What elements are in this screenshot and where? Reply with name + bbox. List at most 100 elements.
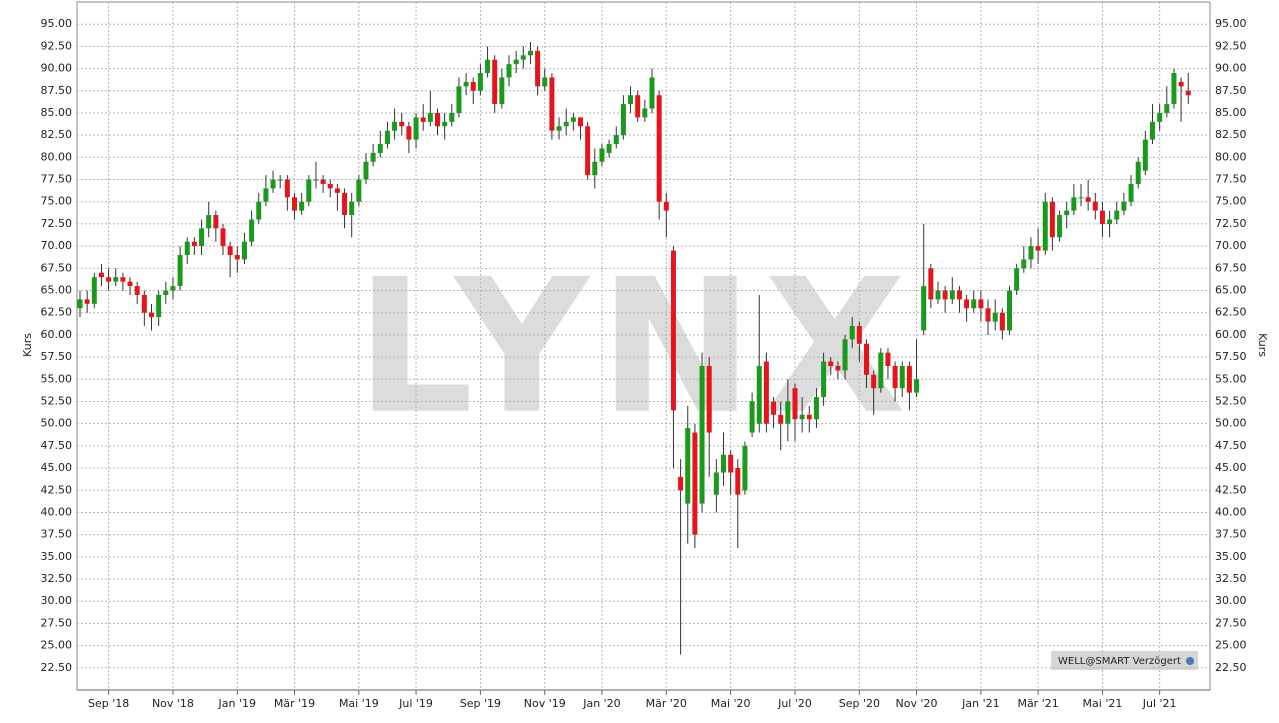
y2-tick-label: 25.00 xyxy=(1215,639,1247,652)
candle-body xyxy=(635,95,641,118)
candle-body xyxy=(956,290,962,300)
x-tick-label: Sep '20 xyxy=(839,697,880,710)
candle-body xyxy=(1035,246,1041,251)
candle-body xyxy=(485,59,491,74)
y2-tick-label: 47.50 xyxy=(1215,439,1247,452)
y-tick-label: 95.00 xyxy=(41,17,73,30)
candle-body xyxy=(206,215,212,229)
candle-body xyxy=(835,365,841,371)
candle-body xyxy=(84,299,90,304)
y-tick-label: 60.00 xyxy=(41,328,73,341)
candle-body xyxy=(971,299,977,309)
candle-body xyxy=(1171,73,1177,105)
candle-body xyxy=(985,308,991,322)
x-tick-label: Mai '20 xyxy=(711,697,751,710)
x-tick-label: Jan '19 xyxy=(218,697,256,710)
candle-body xyxy=(613,135,619,145)
candle-body xyxy=(120,277,126,282)
y2-tick-label: 77.50 xyxy=(1215,173,1247,186)
y2-tick-label: 27.50 xyxy=(1215,616,1247,629)
candle-body xyxy=(163,290,169,295)
candle-body xyxy=(1107,219,1113,224)
candle-body xyxy=(406,126,412,140)
candle-body xyxy=(199,228,205,247)
candle-body xyxy=(313,179,319,181)
candle-body xyxy=(363,161,369,180)
candle-body xyxy=(91,277,97,304)
candle-body xyxy=(585,126,591,176)
candle-body xyxy=(842,339,848,371)
y-tick-label: 65.00 xyxy=(41,284,73,297)
candle-body xyxy=(713,472,719,495)
y-tick-label: 42.50 xyxy=(41,483,73,496)
candle-body xyxy=(427,112,433,122)
candle-body xyxy=(642,108,648,118)
candle-body xyxy=(127,281,133,287)
y2-tick-label: 57.50 xyxy=(1215,350,1247,363)
candle-body xyxy=(149,312,154,318)
candle-body xyxy=(527,50,533,56)
y2-tick-label: 90.00 xyxy=(1215,62,1247,75)
candle-body xyxy=(692,432,698,535)
candle-body xyxy=(299,201,305,211)
candle-body xyxy=(1157,112,1163,122)
y2-tick-label: 42.50 xyxy=(1215,483,1247,496)
candle-body xyxy=(735,468,741,495)
y2-tick-label: 65.00 xyxy=(1215,284,1247,297)
candle-body xyxy=(377,144,383,153)
candle-body xyxy=(1042,201,1048,251)
watermark: LYNX xyxy=(356,239,917,455)
candle-body xyxy=(670,250,676,411)
candle-body xyxy=(356,179,362,202)
candle-body xyxy=(1049,201,1055,238)
candle-body xyxy=(1007,290,1012,331)
candle-body xyxy=(227,246,233,256)
y-tick-label: 47.50 xyxy=(41,439,73,452)
x-tick-label: Sep '18 xyxy=(88,697,129,710)
candle-body xyxy=(292,197,297,211)
y2-tick-label: 85.00 xyxy=(1215,106,1247,119)
candle-body xyxy=(1121,201,1127,211)
candle-body xyxy=(349,201,355,216)
y2-tick-label: 95.00 xyxy=(1215,17,1247,30)
y-tick-label: 77.50 xyxy=(41,173,73,186)
candle-body xyxy=(892,365,898,389)
candle-body xyxy=(134,286,140,295)
y2-tick-label: 30.00 xyxy=(1215,594,1247,607)
candle-body xyxy=(628,95,634,105)
candle-body xyxy=(1064,210,1070,216)
candle-body xyxy=(234,255,240,260)
y-tick-label: 90.00 xyxy=(41,62,73,75)
y-tick-label: 72.50 xyxy=(41,217,73,230)
candle-body xyxy=(813,397,819,420)
x-tick-label: Mär '20 xyxy=(646,697,687,710)
candle-body xyxy=(942,290,948,300)
candle-body xyxy=(964,299,970,309)
candle-body xyxy=(449,112,455,122)
candle-body xyxy=(220,228,226,247)
candle-body xyxy=(520,55,526,60)
candle-body xyxy=(98,272,104,278)
x-tick-label: Jul '21 xyxy=(1142,697,1177,710)
x-tick-label: Mai '21 xyxy=(1083,697,1123,710)
candle-body xyxy=(1071,197,1077,211)
x-tick-label: Mär '19 xyxy=(274,697,315,710)
candle-body xyxy=(799,414,805,420)
candle-body xyxy=(477,73,483,91)
candle-body xyxy=(699,365,705,504)
candle-body xyxy=(435,112,440,127)
candle-body xyxy=(992,312,998,322)
x-tick-label: Mai '19 xyxy=(339,697,379,710)
candle-body xyxy=(170,286,176,291)
candle-body xyxy=(342,192,348,216)
candle-body xyxy=(499,77,505,105)
y2-tick-label: 40.00 xyxy=(1215,505,1247,518)
candle-body xyxy=(599,148,605,162)
candle-body xyxy=(899,365,905,389)
y2-tick-label: 67.50 xyxy=(1215,261,1247,274)
candle-body xyxy=(1164,104,1170,113)
x-tick-label: Jul '19 xyxy=(398,697,433,710)
candle-body xyxy=(906,365,912,393)
y2-tick-label: 22.50 xyxy=(1215,661,1247,674)
candle-body xyxy=(177,255,183,287)
